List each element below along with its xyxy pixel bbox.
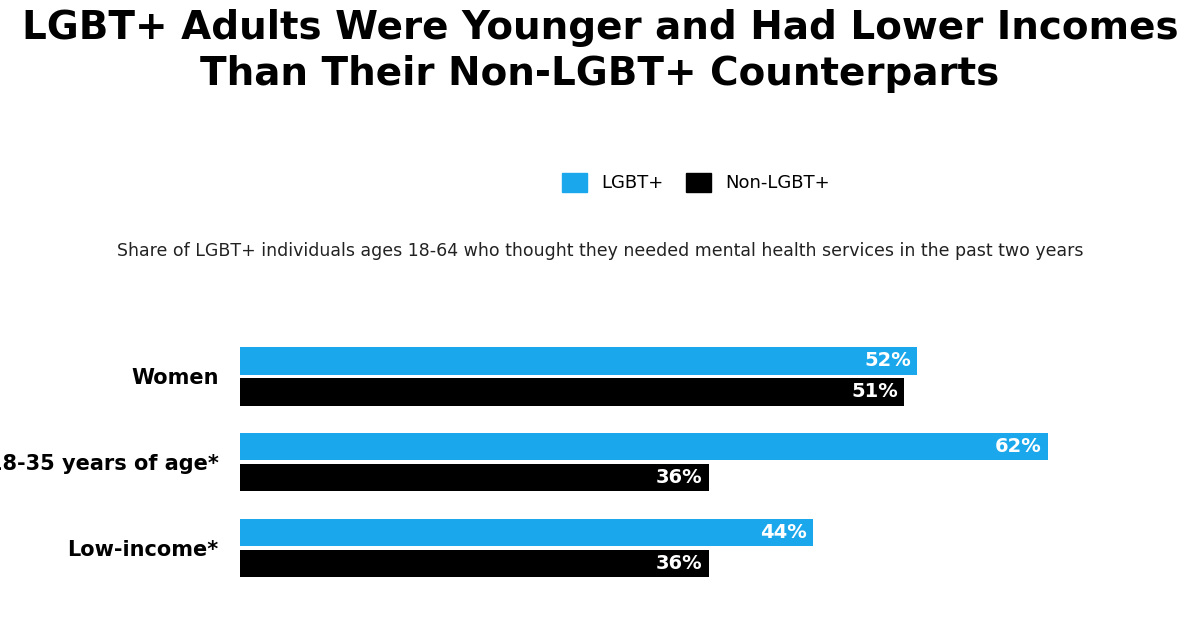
Text: LGBT+ Adults Were Younger and Had Lower Incomes
Than Their Non-LGBT+ Counterpart: LGBT+ Adults Were Younger and Had Lower … — [22, 9, 1178, 93]
Text: 52%: 52% — [864, 352, 911, 370]
Text: 36%: 36% — [656, 468, 702, 487]
Text: 36%: 36% — [656, 554, 702, 573]
Bar — [240, 550, 709, 577]
Text: 62%: 62% — [995, 437, 1042, 456]
Bar — [240, 464, 709, 491]
Text: 51%: 51% — [851, 382, 898, 401]
Bar — [240, 347, 918, 375]
Text: 44%: 44% — [760, 523, 806, 542]
Text: Share of LGBT+ individuals ages 18-64 who thought they needed mental health serv: Share of LGBT+ individuals ages 18-64 wh… — [116, 242, 1084, 260]
Bar — [240, 378, 905, 406]
Bar — [240, 519, 814, 547]
Bar — [240, 433, 1048, 460]
Legend: LGBT+, Non-LGBT+: LGBT+, Non-LGBT+ — [562, 173, 830, 192]
